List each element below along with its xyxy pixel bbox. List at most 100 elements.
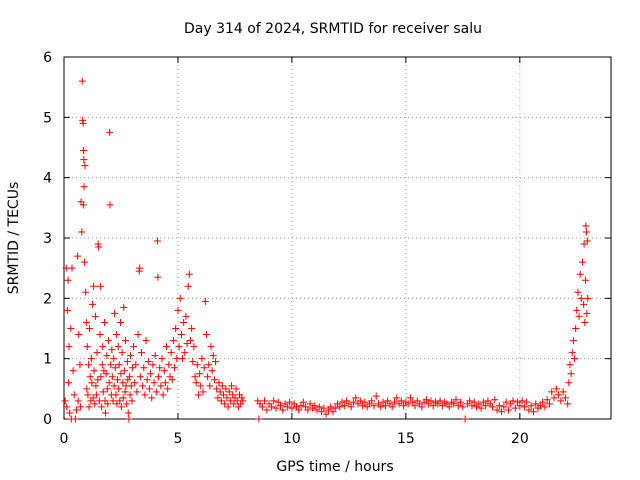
data-point	[161, 379, 169, 387]
data-point	[121, 388, 129, 396]
data-point	[322, 410, 330, 418]
data-point	[115, 361, 123, 369]
data-point	[347, 403, 355, 411]
chart-title: Day 314 of 2024, SRMTID for receiver sal…	[184, 21, 482, 37]
data-point	[183, 340, 191, 348]
data-point	[530, 408, 538, 416]
data-point	[87, 355, 95, 363]
data-point	[217, 397, 225, 405]
data-point	[144, 358, 152, 366]
data-point	[165, 361, 173, 369]
data-point	[261, 397, 269, 405]
data-point	[78, 228, 86, 236]
data-point	[76, 403, 84, 411]
data-point	[584, 294, 592, 302]
data-point	[79, 119, 87, 127]
data-point	[263, 406, 271, 414]
data-point	[112, 331, 120, 339]
data-point	[568, 349, 576, 357]
data-point	[539, 398, 547, 406]
data-point	[390, 398, 398, 406]
data-point	[145, 385, 153, 393]
data-point	[75, 331, 83, 339]
data-point	[230, 400, 238, 408]
data-point	[117, 318, 125, 326]
data-point	[106, 201, 114, 209]
axis-ticks: 0 5 10 15 20 0 1 2 3 4 5 6	[43, 50, 611, 447]
data-point	[86, 325, 94, 332]
data-point	[411, 402, 419, 410]
data-point	[379, 398, 387, 406]
data-point	[320, 404, 328, 412]
data-point	[196, 370, 204, 378]
data-point	[454, 402, 462, 410]
data-point	[299, 398, 307, 406]
data-point	[514, 398, 522, 406]
x-tick-label: 10	[283, 431, 301, 447]
data-point	[331, 404, 339, 412]
data-point	[132, 361, 140, 369]
data-point	[199, 388, 207, 396]
data-point	[103, 385, 111, 393]
x-tick-label: 20	[511, 431, 529, 447]
data-point	[92, 382, 100, 390]
data-point	[175, 343, 183, 351]
data-point	[532, 400, 540, 408]
data-point	[409, 398, 417, 406]
data-point	[101, 409, 109, 417]
data-point	[525, 406, 533, 414]
x-tick-label: 15	[397, 431, 415, 447]
data-point	[569, 337, 577, 345]
data-point	[368, 397, 376, 405]
data-point	[213, 385, 221, 393]
data-point	[205, 361, 213, 369]
data-point	[139, 382, 147, 390]
data-point	[225, 388, 233, 396]
data-point	[286, 398, 294, 406]
data-point	[561, 394, 569, 402]
data-point	[572, 325, 580, 332]
data-point	[124, 409, 132, 417]
data-point	[495, 402, 503, 410]
data-point	[457, 398, 465, 406]
data-point	[582, 222, 590, 230]
data-points	[61, 77, 592, 423]
data-point	[90, 367, 98, 375]
data-point	[429, 402, 437, 410]
data-point	[103, 352, 111, 360]
data-point	[80, 147, 88, 155]
data-point	[580, 240, 588, 248]
y-tick-label: 4	[43, 171, 52, 187]
data-point	[214, 394, 222, 402]
data-point	[130, 343, 138, 351]
data-point	[567, 370, 575, 378]
data-point	[131, 379, 139, 387]
data-point	[340, 402, 348, 410]
data-point	[163, 343, 171, 351]
data-point	[329, 408, 337, 416]
data-point	[149, 361, 157, 369]
data-point	[352, 394, 360, 402]
data-point	[96, 331, 104, 339]
data-point	[116, 397, 124, 405]
data-point	[79, 201, 87, 209]
data-point	[422, 396, 430, 404]
x-tick-label: 5	[173, 431, 182, 447]
data-point	[338, 398, 346, 406]
data-point	[171, 364, 179, 372]
data-point	[136, 264, 144, 272]
data-point	[160, 367, 168, 375]
data-point	[188, 325, 196, 332]
data-point	[377, 403, 385, 411]
data-point	[97, 373, 105, 381]
data-point	[226, 397, 234, 405]
data-point	[101, 318, 109, 326]
data-point	[283, 403, 291, 411]
data-point	[372, 392, 380, 400]
data-point	[207, 343, 215, 351]
data-point	[400, 402, 408, 410]
x-axis-label: GPS time / hours	[276, 459, 393, 475]
data-point	[470, 398, 478, 406]
data-point	[536, 402, 544, 410]
data-point	[111, 309, 119, 317]
